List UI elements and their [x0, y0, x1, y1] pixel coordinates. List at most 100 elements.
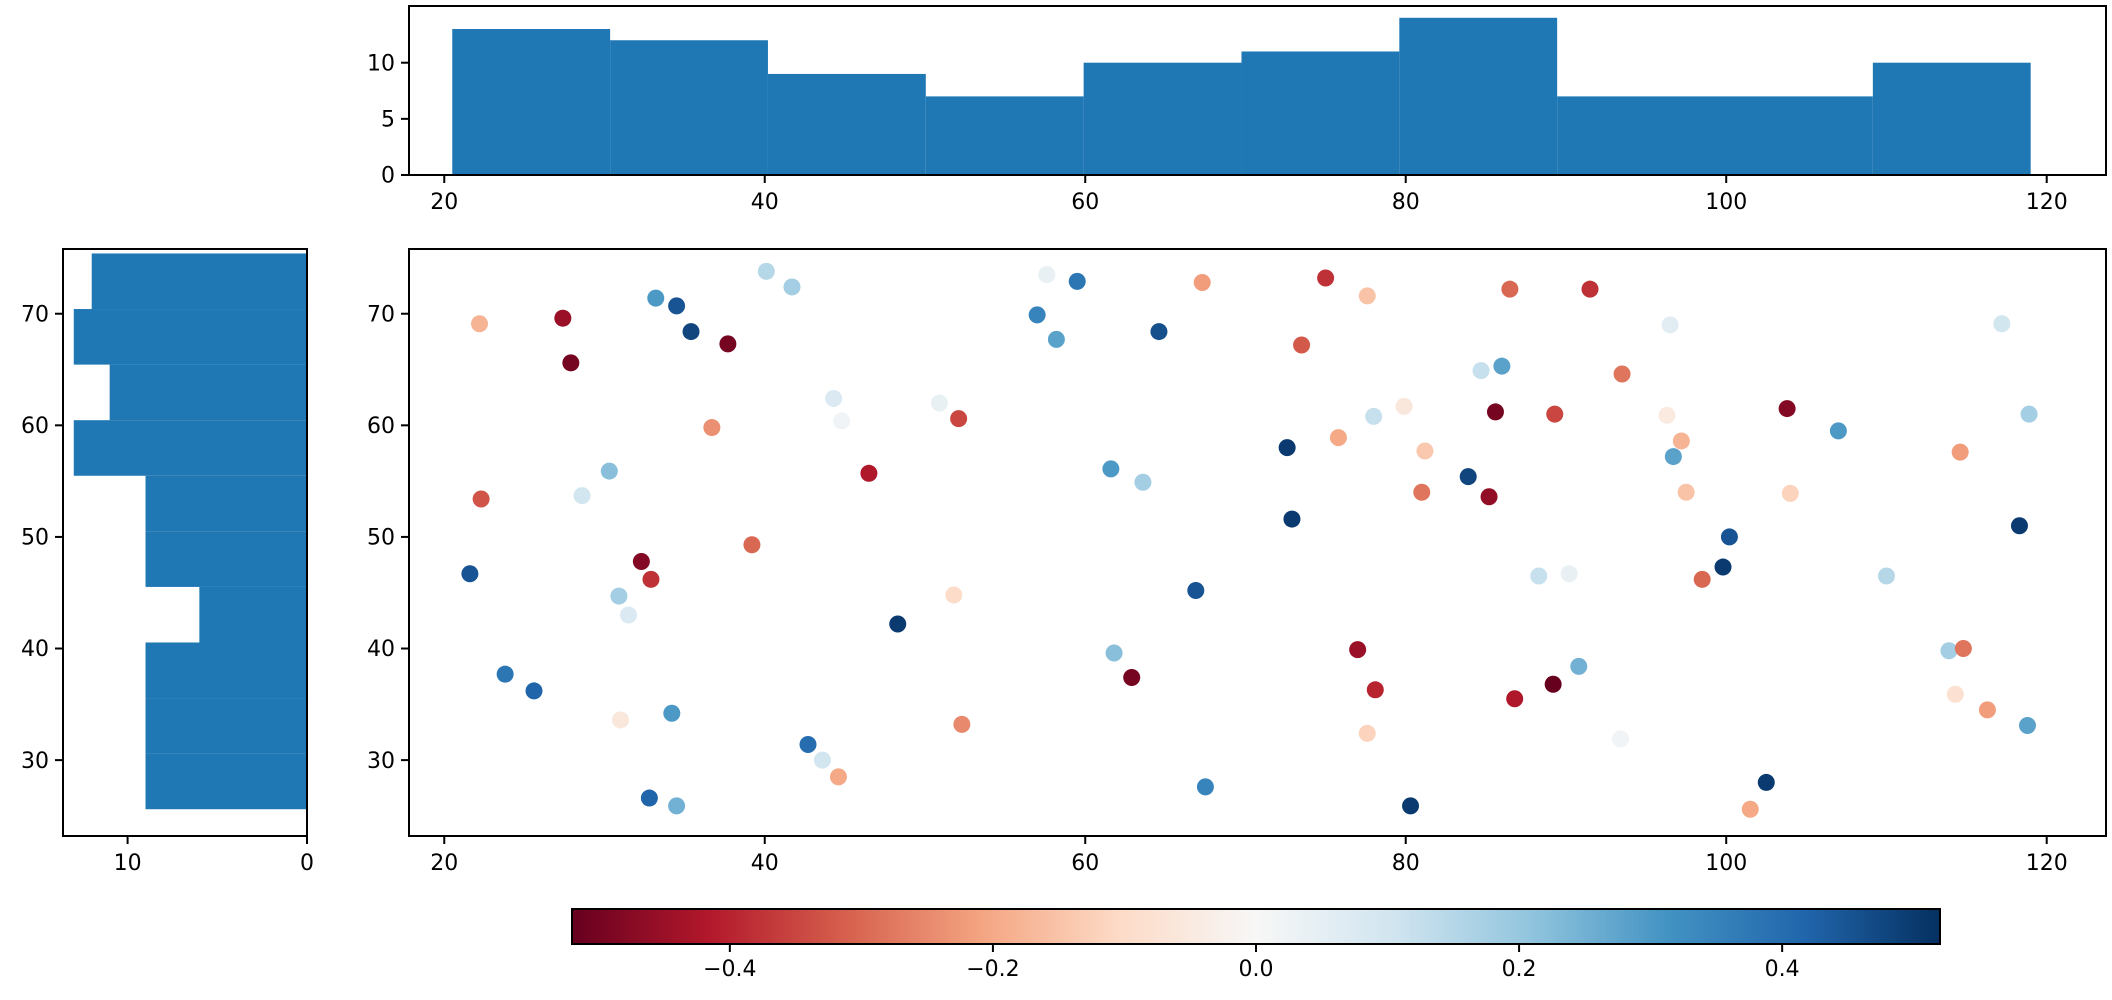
scatter-point	[620, 606, 638, 624]
y-tick-label: 30	[367, 749, 395, 774]
scatter-point	[562, 354, 580, 372]
colorbar-tick-label: −0.4	[703, 957, 756, 982]
scatter-point	[668, 797, 686, 815]
scatter-point	[757, 262, 775, 280]
x-tick-label: 80	[1392, 851, 1420, 876]
colorbar-tick-label: 0.0	[1239, 957, 1274, 982]
left-histogram-bar	[145, 531, 307, 587]
x-tick-label: 10	[114, 851, 142, 876]
scatter-point	[1317, 269, 1335, 287]
scatter-point	[833, 412, 851, 430]
scatter-point	[1349, 641, 1367, 659]
scatter-point	[600, 462, 618, 480]
colorbar-tick-label: 0.4	[1765, 957, 1800, 982]
scatter-point	[1196, 778, 1214, 796]
scatter-point	[1293, 336, 1311, 354]
y-tick-label: 5	[381, 108, 395, 133]
scatter-point	[461, 565, 479, 583]
top-histogram-bar	[610, 40, 768, 175]
scatter-point	[1358, 724, 1376, 742]
scatter-point	[573, 487, 591, 505]
scatter-point	[632, 552, 650, 570]
x-tick-label: 0	[300, 851, 314, 876]
x-tick-label: 120	[2026, 851, 2068, 876]
scatter-point	[2018, 717, 2036, 735]
scatter-point	[1672, 432, 1690, 450]
y-tick-label: 60	[367, 414, 395, 439]
scatter-point	[1472, 362, 1490, 380]
left-histogram-bar	[145, 642, 307, 699]
scatter-point	[860, 464, 878, 482]
scatter-point	[1951, 443, 1969, 461]
scatter-point	[1459, 468, 1477, 486]
scatter-point	[663, 704, 681, 722]
colorbar-tick-label: −0.2	[966, 957, 1019, 982]
scatter-point	[1501, 280, 1519, 298]
y-tick-label: 60	[21, 414, 49, 439]
scatter-point	[829, 768, 847, 786]
scatter-point	[642, 570, 660, 588]
scatter-point	[1741, 800, 1759, 818]
scatter-point	[1038, 266, 1056, 284]
scatter-point	[525, 682, 543, 700]
scatter-point	[1105, 644, 1123, 662]
colorbar-gradient	[572, 909, 1940, 944]
scatter-point	[1978, 701, 1996, 719]
scatter-point	[612, 711, 630, 729]
x-tick-label: 100	[1705, 190, 1747, 215]
top-histogram-bar	[1083, 62, 1242, 175]
scatter-frame	[408, 248, 2107, 837]
scatter-point	[799, 735, 817, 753]
scatter-point	[1714, 558, 1732, 576]
left-histogram-bar	[73, 309, 307, 365]
scatter-point	[1778, 400, 1796, 418]
scatter-point	[1581, 280, 1599, 298]
x-tick-label: 80	[1392, 190, 1420, 215]
scatter-point	[1366, 681, 1384, 699]
y-tick-label: 0	[381, 164, 395, 189]
left-histogram-bar	[73, 420, 307, 476]
scatter-point	[950, 410, 968, 428]
scatter-point	[930, 394, 948, 412]
scatter-point	[889, 615, 907, 633]
y-tick-label: 70	[367, 302, 395, 327]
scatter-point	[1283, 510, 1301, 528]
scatter-point	[1402, 797, 1420, 815]
left-histogram-bar	[91, 253, 308, 310]
y-tick-label: 70	[21, 302, 49, 327]
scatter-point	[1757, 773, 1775, 791]
scatter-point	[682, 323, 700, 341]
top-histogram-bar	[452, 29, 611, 176]
scatter-point	[1664, 448, 1682, 466]
scatter-point	[1480, 488, 1498, 506]
scatter-point	[1546, 405, 1564, 423]
scatter-point	[945, 586, 963, 604]
top-histogram-frame	[408, 5, 2107, 176]
y-tick-label: 10	[367, 51, 395, 76]
x-tick-label: 60	[1071, 190, 1099, 215]
top-histogram-bar	[767, 73, 926, 175]
scatter-point	[1661, 316, 1679, 334]
x-tick-label: 100	[1705, 851, 1747, 876]
scatter-point	[1544, 675, 1562, 693]
scatter-point	[1611, 730, 1629, 748]
scatter-point	[743, 536, 761, 554]
y-tick-label: 30	[21, 749, 49, 774]
scatter-point	[1123, 669, 1141, 687]
colorbar-tick-label: 0.2	[1502, 957, 1537, 982]
scatter-point	[1395, 397, 1413, 415]
scatter-point	[1329, 429, 1347, 447]
scatter-point	[1134, 473, 1152, 491]
scatter-point	[1047, 330, 1065, 348]
left-histogram-bar	[199, 586, 307, 643]
scatter-point	[719, 335, 737, 353]
scatter-point	[1829, 422, 1847, 440]
scatter-point	[1954, 640, 1972, 658]
scatter-point	[1946, 685, 1964, 703]
scatter-point	[554, 309, 572, 327]
scatter-point	[1993, 315, 2011, 333]
scatter-point	[496, 665, 514, 683]
scatter-point	[2020, 405, 2038, 423]
